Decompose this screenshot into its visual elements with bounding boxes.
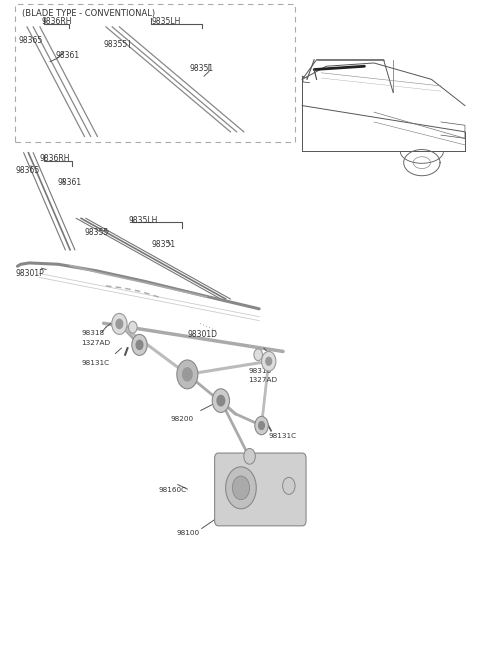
Circle shape <box>255 417 268 435</box>
Circle shape <box>254 349 263 361</box>
Circle shape <box>116 319 123 328</box>
Circle shape <box>259 422 264 430</box>
Circle shape <box>217 396 225 406</box>
FancyBboxPatch shape <box>215 453 306 526</box>
Text: 9835LH: 9835LH <box>152 17 181 26</box>
Text: 98351: 98351 <box>152 240 176 249</box>
Text: 98160C: 98160C <box>158 487 187 493</box>
Circle shape <box>226 467 256 509</box>
Text: 98301P: 98301P <box>15 269 44 279</box>
Text: 98100: 98100 <box>177 530 200 536</box>
Circle shape <box>262 351 276 371</box>
Text: 9836RH: 9836RH <box>41 17 72 26</box>
Circle shape <box>232 476 250 499</box>
Text: 98150P: 98150P <box>273 487 300 493</box>
Text: 98361: 98361 <box>56 51 80 60</box>
Text: 98365: 98365 <box>15 166 39 175</box>
Text: 98351: 98351 <box>190 64 214 73</box>
Circle shape <box>112 313 127 334</box>
Text: 98365: 98365 <box>19 36 43 45</box>
Text: 98131C: 98131C <box>269 434 297 440</box>
Circle shape <box>212 389 229 413</box>
Text: 98355: 98355 <box>84 227 108 237</box>
Text: 98131C: 98131C <box>81 360 109 366</box>
Text: (BLADE TYPE - CONVENTIONAL): (BLADE TYPE - CONVENTIONAL) <box>22 9 156 18</box>
Circle shape <box>182 368 192 381</box>
Text: 98361: 98361 <box>57 177 81 187</box>
Circle shape <box>132 334 147 355</box>
Text: 98318: 98318 <box>249 368 272 374</box>
Text: 98200: 98200 <box>170 417 194 422</box>
Text: 1327AD: 1327AD <box>81 340 110 346</box>
Circle shape <box>283 478 295 494</box>
Circle shape <box>177 360 198 389</box>
Text: 9835LH: 9835LH <box>129 215 158 225</box>
Text: 98355: 98355 <box>104 40 128 49</box>
Circle shape <box>244 449 255 464</box>
Circle shape <box>136 340 143 350</box>
Text: 9836RH: 9836RH <box>40 154 71 163</box>
Circle shape <box>266 357 272 365</box>
Text: 98301D: 98301D <box>187 330 217 340</box>
Text: 98318: 98318 <box>81 330 104 336</box>
Circle shape <box>129 321 137 333</box>
Text: 1327AD: 1327AD <box>249 377 278 383</box>
